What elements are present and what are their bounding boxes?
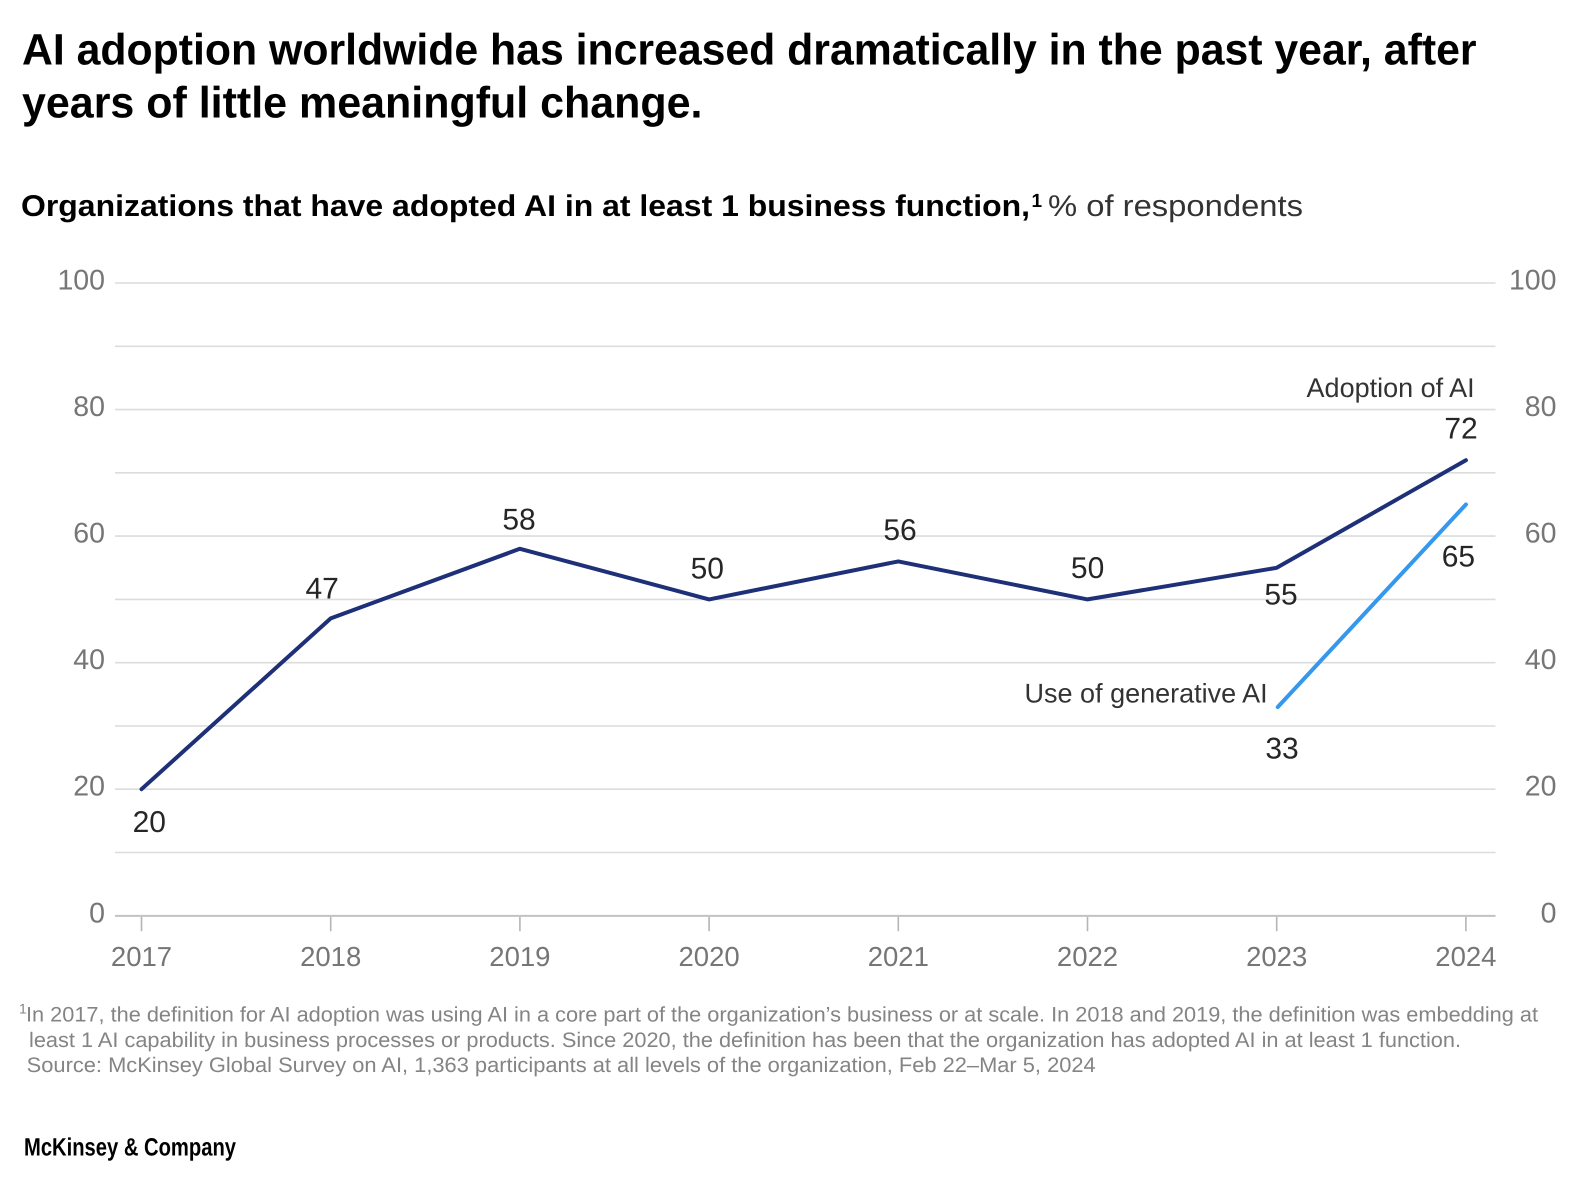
- svg-text:2017: 2017: [111, 941, 172, 972]
- svg-text:2024: 2024: [1435, 941, 1496, 972]
- svg-text:% of respondents: % of respondents: [1048, 190, 1303, 223]
- svg-text:AI adoption worldwide has incr: AI adoption worldwide has increased dram…: [22, 26, 1477, 75]
- svg-text:40: 40: [1525, 644, 1557, 676]
- svg-text:In 2017, the definition for AI: In 2017, the definition for AI adoption …: [26, 1003, 1538, 1026]
- svg-text:50: 50: [691, 552, 724, 585]
- svg-text:56: 56: [883, 514, 916, 547]
- svg-text:2022: 2022: [1057, 941, 1118, 972]
- svg-text:2019: 2019: [489, 941, 550, 972]
- svg-text:72: 72: [1444, 412, 1477, 445]
- svg-text:80: 80: [1525, 391, 1557, 423]
- svg-text:0: 0: [89, 897, 105, 929]
- svg-text:20: 20: [1525, 771, 1557, 803]
- svg-text:2023: 2023: [1246, 941, 1307, 972]
- svg-text:Use of generative AI: Use of generative AI: [1025, 679, 1268, 709]
- svg-text:60: 60: [1525, 518, 1557, 550]
- svg-text:33: 33: [1265, 732, 1298, 765]
- svg-text:Source: McKinsey Global Survey: Source: McKinsey Global Survey on AI, 1,…: [27, 1054, 1096, 1077]
- svg-text:100: 100: [57, 265, 105, 297]
- svg-text:100: 100: [1509, 265, 1557, 297]
- svg-text:Organizations that have adopte: Organizations that have adopted AI in at…: [21, 190, 1030, 223]
- svg-text:50: 50: [1071, 552, 1104, 585]
- svg-text:58: 58: [502, 504, 535, 537]
- svg-text:least 1 AI capability in busin: least 1 AI capability in business proces…: [29, 1029, 1461, 1052]
- svg-text:0: 0: [1541, 897, 1557, 929]
- svg-text:1: 1: [19, 1001, 27, 1017]
- svg-text:2018: 2018: [300, 941, 361, 972]
- svg-text:McKinsey & Company: McKinsey & Company: [24, 1134, 236, 1162]
- svg-text:Adoption of AI: Adoption of AI: [1307, 373, 1475, 403]
- svg-text:2021: 2021: [868, 941, 929, 972]
- svg-text:80: 80: [73, 391, 105, 423]
- svg-text:60: 60: [73, 518, 105, 550]
- svg-text:1: 1: [1032, 191, 1043, 212]
- svg-text:20: 20: [133, 806, 166, 839]
- svg-text:20: 20: [73, 771, 105, 803]
- svg-text:55: 55: [1264, 579, 1297, 612]
- svg-text:47: 47: [306, 573, 339, 606]
- svg-text:years of little meaningful cha: years of little meaningful change.: [22, 79, 703, 128]
- svg-text:40: 40: [73, 644, 105, 676]
- svg-text:65: 65: [1442, 541, 1475, 574]
- svg-text:2020: 2020: [679, 941, 740, 972]
